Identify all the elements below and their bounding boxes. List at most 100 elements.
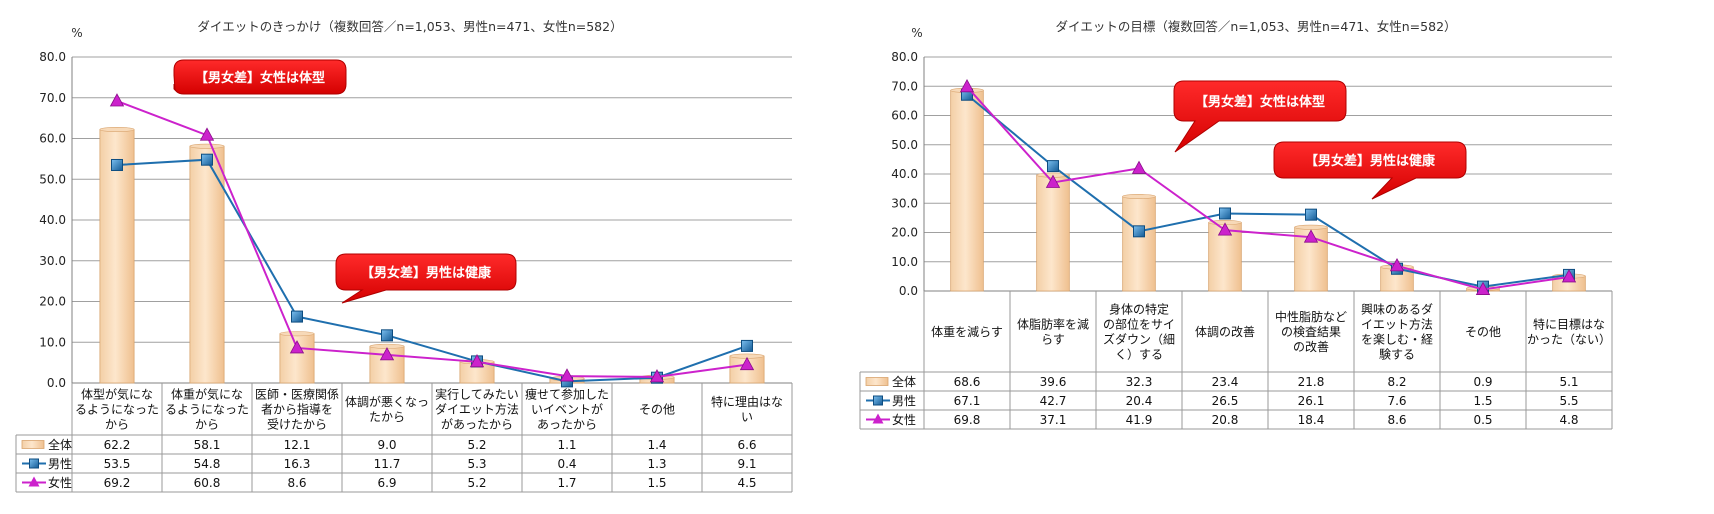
y-tick-label: 20.0	[891, 226, 918, 240]
table-value: 1.7	[557, 476, 576, 490]
callout-text: 【男女差】男性は健康	[1305, 153, 1436, 169]
table-value: 8.6	[287, 476, 306, 490]
bar-total	[189, 145, 225, 384]
y-tick-label: 80.0	[891, 50, 918, 64]
x-category-label: の部位をサイ	[1103, 317, 1175, 332]
chart-2: ダイエットの目標（複数回答／n=1,053、男性n=471、女性n=582）% 0…	[859, 19, 1613, 430]
table-value: 8.2	[1387, 375, 1406, 389]
point-female	[959, 78, 975, 93]
table-value: 5.1	[1559, 375, 1578, 389]
x-category-label: 受けたから	[267, 418, 327, 432]
table-value: 20.4	[1126, 394, 1153, 408]
bar-top	[99, 127, 135, 133]
table-value: 58.1	[194, 438, 221, 452]
point-male	[111, 158, 123, 171]
table-value: 60.8	[194, 476, 221, 490]
y-tick-label: 20.0	[39, 295, 66, 309]
x-category-label: を楽しむ・経	[1361, 333, 1433, 347]
point-male	[381, 329, 393, 342]
table-value: 68.6	[954, 375, 981, 389]
bar-top	[1294, 224, 1328, 230]
table-value: 1.3	[647, 457, 666, 471]
legend-label: 女性	[892, 412, 916, 427]
y-tick-label: 40.0	[891, 167, 918, 181]
legend-key-male-marker	[29, 458, 39, 469]
x-category-label: 体型が気にな	[81, 387, 153, 402]
callout-bubble	[335, 253, 517, 304]
table-value: 0.9	[1473, 375, 1492, 389]
x-category-label: 体重を減らす	[931, 324, 1003, 339]
x-category-label: いイベントが	[531, 402, 603, 417]
x-category-label: 実行してみたい	[435, 387, 519, 402]
x-category-label: るようになった	[75, 403, 159, 417]
callout-text: 【男女差】男性は健康	[361, 265, 492, 281]
callout-text: 【男女差】女性は体型	[1195, 94, 1325, 110]
table-value: 62.2	[104, 438, 131, 452]
y-tick-label: 40.0	[39, 213, 66, 227]
callout-bubble	[173, 59, 347, 95]
bar-total	[99, 129, 135, 384]
chart-title: ダイエットのきっかけ（複数回答／n=1,053、男性n=471、女性n=582）	[197, 19, 622, 34]
table-value: 39.6	[1040, 375, 1067, 389]
legend-label: 全体	[892, 374, 916, 389]
legend-key-total	[21, 440, 45, 449]
y-axis-unit-label: %	[71, 26, 82, 40]
x-category-label: あったから	[537, 418, 597, 432]
table-value: 5.2	[467, 438, 486, 452]
x-category-label: 者から指導を	[261, 402, 333, 417]
line-male	[966, 93, 1570, 288]
point-female	[289, 340, 305, 354]
x-category-label: ズダウン（細	[1103, 332, 1175, 347]
point-male	[1219, 207, 1231, 220]
legend-key-male-marker	[873, 395, 883, 406]
table-value: 1.5	[647, 476, 666, 490]
x-category-label: 医師・医療関係	[255, 388, 339, 402]
x-category-label: るようになった	[165, 403, 249, 417]
y-tick-label: 70.0	[39, 91, 66, 105]
x-category-label: 体調の改善	[1195, 324, 1255, 339]
table-value: 11.7	[374, 457, 401, 471]
table-value: 69.2	[104, 476, 131, 490]
y-axis-unit-label: %	[911, 26, 922, 40]
y-tick-label: 80.0	[39, 50, 66, 64]
table-value: 7.6	[1387, 394, 1406, 408]
legend-key-total	[865, 377, 889, 386]
table-value: 9.0	[377, 438, 396, 452]
table-value: 5.5	[1559, 394, 1578, 408]
x-category-label: 体脂肪率を減	[1017, 317, 1089, 332]
bar-top	[279, 331, 315, 337]
point-male	[1133, 225, 1145, 238]
x-category-label: たから	[369, 410, 405, 424]
table-value: 53.5	[104, 457, 131, 471]
point-female	[559, 368, 575, 382]
point-female	[1561, 269, 1577, 283]
x-category-label: その他	[1465, 325, 1501, 339]
legend-label: 全体	[48, 437, 72, 452]
x-category-label: 痩せて参加した	[525, 387, 609, 402]
table-value: 6.6	[737, 438, 756, 452]
table-value: 37.1	[1040, 413, 1067, 427]
table-value: 32.3	[1126, 375, 1153, 389]
point-female	[199, 127, 215, 141]
x-category-label: 体調が悪くなっ	[345, 394, 429, 409]
table-value: 23.4	[1212, 375, 1239, 389]
x-category-label: らす	[1041, 333, 1065, 347]
table-value: 8.6	[1387, 413, 1406, 427]
callout-bubble	[1173, 80, 1347, 153]
x-category-label: の検査結果	[1281, 325, 1341, 339]
bar-top	[189, 143, 225, 149]
y-tick-label: 0.0	[899, 284, 918, 298]
table-value: 16.3	[284, 457, 311, 471]
table-value: 0.4	[557, 457, 576, 471]
table-value: 1.4	[647, 438, 666, 452]
bar-top	[1122, 194, 1156, 200]
point-female	[379, 347, 395, 361]
x-category-label: 中性脂肪など	[1275, 309, 1347, 324]
x-category-label: 験する	[1379, 347, 1415, 362]
legend-key-female-marker	[872, 413, 884, 424]
point-male	[291, 310, 303, 323]
table-value: 0.5	[1473, 413, 1492, 427]
x-category-label: く）する	[1115, 348, 1163, 362]
line-female	[966, 86, 1570, 291]
